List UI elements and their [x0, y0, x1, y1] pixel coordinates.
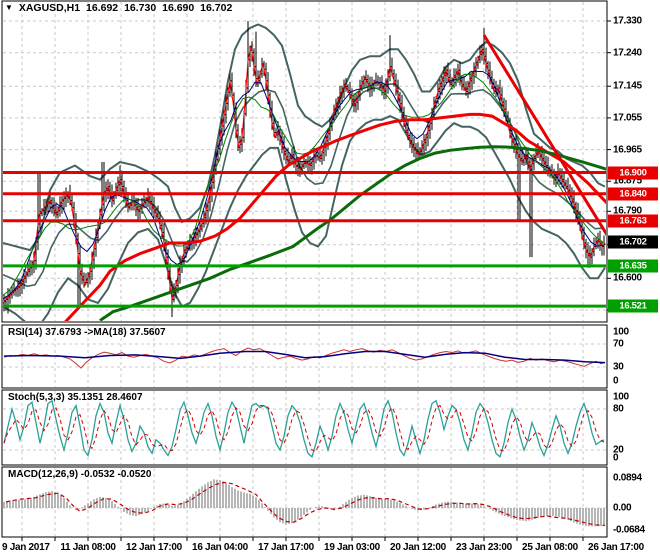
stoch-pane — [3, 391, 606, 464]
bollinger-upper-band — [3, 23, 606, 252]
level-price-badge[interactable]: 16.900 — [608, 166, 658, 180]
level-price-badge[interactable]: 16.840 — [608, 187, 658, 201]
ohlc-low-value: 16.690 — [162, 2, 195, 14]
symbol-timeframe-label: XAGUSD,H1 — [18, 2, 81, 14]
macd-pane — [3, 468, 606, 536]
price-axis-tick-label: 17.240 — [613, 47, 642, 59]
rsi-ma-line — [3, 350, 606, 364]
time-axis-label: 16 Jan 04:00 — [192, 542, 248, 553]
rsi-axis-tick-label: 70 — [613, 338, 624, 350]
stoch-axis-tick-label: 0 — [613, 452, 619, 464]
rsi-axis-tick-label: 100 — [613, 326, 629, 338]
price-pane-border — [1, 0, 608, 323]
price-axis-tick-label: 16.875 — [613, 175, 642, 187]
stoch-axis-tick-label: 100 — [613, 391, 629, 403]
fast-ma-green-line — [3, 73, 604, 296]
rsi-axis-tick-label: 30 — [613, 361, 624, 373]
ohlc-high-value: 16.730 — [124, 2, 157, 14]
price-axis-tick-label: 17.330 — [613, 15, 642, 27]
descending-trendline[interactable] — [482, 34, 612, 243]
level-price-badge[interactable]: 16.763 — [608, 214, 658, 228]
price-axis-tick-label: 17.055 — [613, 112, 642, 124]
time-axis-label: 19 Jan 03:00 — [324, 542, 380, 553]
current-price-badge: 16.702 — [608, 235, 658, 249]
symbol-dropdown-icon[interactable]: ▼ — [5, 3, 13, 12]
candlestick-bars — [3, 21, 605, 317]
time-axis-label: 11 Jan 08:00 — [60, 542, 116, 553]
time-axis-label: 20 Jan 12:00 — [390, 542, 446, 553]
price-axis-tick-label: 16.965 — [613, 144, 642, 156]
stoch-pane-border — [1, 389, 608, 466]
rsi-pane — [3, 326, 606, 387]
rsi-axis-tick-label: 0 — [613, 375, 619, 387]
level-price-badge[interactable]: 16.521 — [608, 299, 658, 313]
stoch-axis-tick-label: 80 — [613, 403, 624, 415]
price-axis-tick-label: 17.145 — [613, 80, 642, 92]
macd-signal-line — [5, 481, 606, 527]
level-price-badge[interactable]: 16.635 — [608, 259, 658, 273]
rsi-pane-border — [1, 324, 608, 389]
stoch-indicator-label: Stoch(5,3,3) 35.1351 28.4607 — [8, 392, 143, 403]
macd-indicator-label: MACD(12,26,9) -0.0532 -0.0520 — [8, 469, 152, 480]
stoch-axis-tick-label: 20 — [613, 444, 624, 456]
rsi-indicator-label: RSI(14) 37.6793 ->MA(18) 37.5607 — [8, 327, 166, 338]
time-axis-label: 12 Jan 17:00 — [126, 542, 182, 553]
macd-pane-border — [1, 466, 608, 538]
ohlc-open-value: 16.692 — [86, 2, 119, 14]
time-axis-label: 9 Jan 2017 — [2, 542, 50, 553]
macd-axis-tick-label: -0.0684 — [613, 524, 645, 536]
price-axis-tick-label: 16.790 — [613, 205, 642, 217]
slow-ma-red-line — [64, 112, 606, 321]
slow-ma-green-line — [99, 145, 606, 321]
stoch-d-line — [3, 404, 605, 452]
chart-title: ▼ XAGUSD,H1 16.692 16.730 16.690 16.702 — [5, 2, 235, 14]
macd-axis-tick-label: 0.0894 — [613, 472, 642, 484]
time-axis-label: 25 Jan 08:00 — [522, 542, 578, 553]
ohlc-close-value: 16.702 — [200, 2, 233, 14]
bollinger-lower-band — [3, 115, 606, 321]
price-pane — [3, 2, 612, 321]
price-axis-tick-label: 16.600 — [613, 272, 642, 284]
fast-ma-red-line — [3, 45, 606, 304]
macd-axis-tick-label: 0.00 — [613, 502, 632, 514]
time-axis-label: 17 Jan 17:00 — [258, 542, 314, 553]
macd-histogram — [3, 479, 605, 527]
rsi-line — [3, 347, 606, 369]
time-axis-label: 26 Jan 17:00 — [588, 542, 644, 553]
stoch-k-line — [3, 399, 605, 458]
time-axis-label: 23 Jan 23:00 — [456, 542, 512, 553]
